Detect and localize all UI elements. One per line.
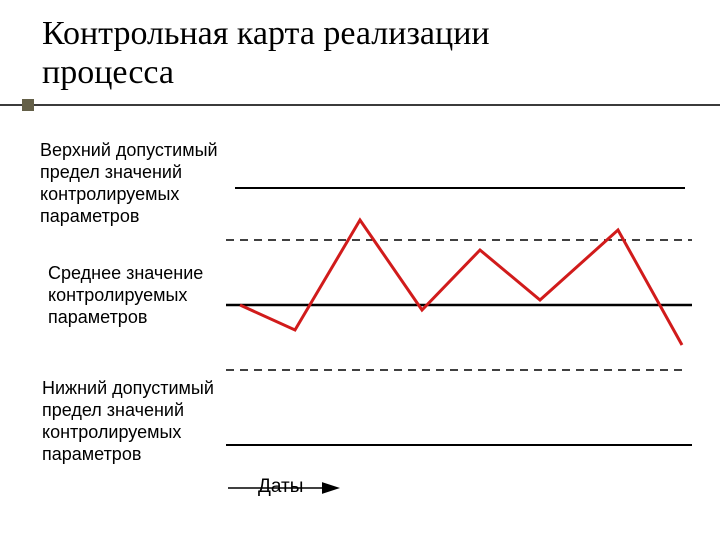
upper-limit-label: Верхний допустимыйпредел значенийконтрол…	[40, 140, 218, 228]
x-axis-label: Даты	[258, 476, 303, 498]
title-marker-icon	[22, 99, 34, 111]
mean-label: Среднее значениеконтролируемыхпараметров	[48, 263, 203, 329]
title-underline	[0, 104, 720, 106]
page-title: Контрольная карта реализациипроцесса	[42, 14, 490, 92]
slide: Контрольная карта реализациипроцесса Вер…	[0, 0, 720, 540]
lower-limit-label: Нижний допустимыйпредел значенийконтроли…	[42, 378, 214, 466]
process-series	[240, 220, 682, 345]
